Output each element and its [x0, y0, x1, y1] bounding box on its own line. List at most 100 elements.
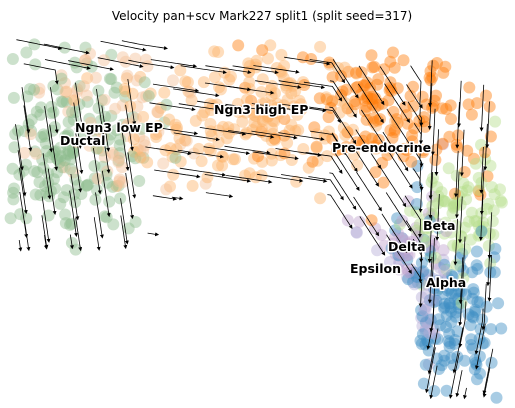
cell-point [445, 305, 457, 318]
cell-point [494, 183, 506, 196]
cell-point [119, 90, 132, 103]
cell-point [113, 173, 126, 186]
cell-point [174, 138, 187, 151]
cell-point [415, 304, 428, 317]
velocity-streamline [199, 127, 247, 136]
cell-point [465, 339, 478, 351]
cell-point [350, 67, 363, 80]
cell-point [370, 141, 383, 154]
velocity-streamline [478, 194, 484, 241]
cell-point [430, 89, 442, 102]
velocity-streamline [96, 88, 105, 136]
cell-point [422, 358, 435, 371]
cell-point [278, 59, 291, 72]
cell-point [413, 218, 426, 231]
velocity-streamline [353, 147, 379, 187]
cell-point [285, 87, 298, 100]
velocity-streamline [455, 370, 463, 398]
cell-point [435, 359, 448, 372]
velocity-streamline [309, 59, 346, 84]
cell-point [439, 60, 452, 73]
cell-point [423, 221, 436, 234]
cell-point [241, 93, 253, 106]
velocity-streamline [228, 130, 275, 139]
velocity-streamline [41, 196, 51, 243]
cell-point [367, 112, 380, 125]
cell-point [440, 309, 453, 322]
cluster-label-epsilon: Epsilon [350, 261, 401, 276]
cell-point [73, 98, 86, 111]
cell-point [422, 344, 435, 357]
cell-point [272, 107, 285, 120]
velocity-streamline [332, 59, 359, 99]
cell-point [449, 279, 462, 292]
velocity-streamline [149, 102, 196, 112]
velocity-streamline [448, 352, 460, 399]
velocity-streamline [386, 108, 413, 149]
cell-point [96, 160, 109, 173]
cell-point [419, 358, 432, 371]
cell-point [28, 83, 40, 96]
cell-point [389, 248, 402, 261]
cell-point [341, 214, 354, 227]
velocity-streamline [75, 217, 83, 252]
cell-point [467, 152, 480, 165]
cell-point [488, 188, 501, 201]
cell-point [443, 282, 456, 295]
cell-point [377, 176, 390, 189]
cell-point [173, 132, 186, 145]
cell-point [424, 74, 437, 87]
cell-point [51, 83, 64, 96]
cell-point [480, 202, 493, 215]
cell-point [439, 195, 452, 208]
velocity-streamline [44, 234, 49, 250]
cell-point [449, 306, 462, 319]
cell-point [475, 138, 487, 151]
cell-point [107, 218, 120, 231]
cell-point [361, 76, 374, 89]
cell-point [470, 215, 483, 228]
cell-point [133, 175, 146, 187]
cell-point [57, 191, 70, 204]
cell-point [223, 73, 236, 86]
cell-point [459, 243, 472, 256]
cell-point [483, 100, 496, 113]
cell-point [116, 51, 129, 64]
cell-point [169, 151, 182, 164]
cell-point [158, 116, 171, 129]
cell-point [105, 109, 118, 122]
cell-point [38, 130, 51, 143]
cell-point [384, 55, 397, 68]
cell-point [427, 272, 440, 285]
cell-point [7, 186, 20, 199]
cell-point [391, 116, 404, 129]
cell-point [314, 192, 327, 205]
cell-point [432, 313, 445, 326]
cell-point [384, 81, 397, 94]
velocity-streamline [75, 82, 84, 129]
cell-point [59, 130, 72, 143]
cell-point [142, 90, 155, 102]
cell-point [423, 327, 436, 340]
cell-point [484, 159, 497, 172]
cell-point [20, 212, 33, 225]
cell-point [437, 288, 450, 300]
cell-point [366, 90, 379, 103]
velocity-streamline [486, 239, 491, 287]
cell-point [116, 161, 128, 174]
cell-point [451, 325, 464, 338]
cell-point [262, 52, 274, 65]
cell-point [449, 310, 462, 323]
cell-point [158, 86, 171, 99]
cell-point [469, 157, 482, 170]
cell-point [35, 131, 48, 143]
cell-point [447, 201, 460, 214]
cell-point [137, 110, 150, 123]
cell-point [388, 232, 401, 245]
cell-point [445, 269, 458, 282]
cell-point [396, 232, 409, 245]
velocity-streamline [303, 81, 343, 102]
cell-point [390, 113, 403, 126]
cell-point [445, 352, 458, 364]
cell-point [324, 101, 337, 114]
